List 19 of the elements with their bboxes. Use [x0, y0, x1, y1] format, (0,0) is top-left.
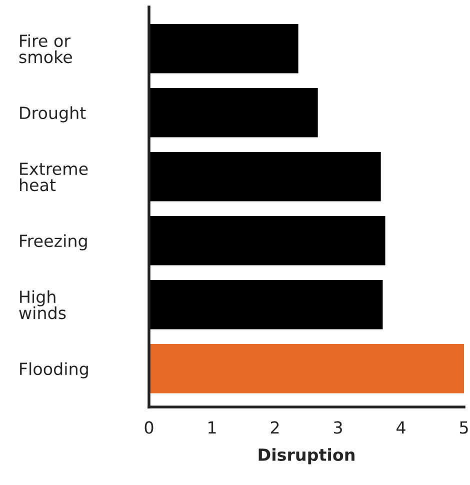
y-tick-label: Extreme heat [20, 162, 88, 192]
x-tick-label: 1 [208, 421, 216, 434]
y-tick-label: Freezing [20, 234, 87, 250]
x-tick-label: 4 [396, 421, 406, 434]
x-tick-label: 5 [460, 421, 468, 434]
bar [149, 24, 298, 74]
x-tick-label: 3 [334, 421, 342, 434]
bar [149, 280, 383, 330]
x-axis-title: Disruption [258, 448, 354, 464]
bar [149, 88, 318, 138]
y-tick-label: High winds [19, 290, 66, 320]
x-tick-label: 0 [144, 421, 154, 434]
y-tick-label: Flooding [20, 362, 88, 378]
bar [149, 344, 464, 394]
y-tick-label: Fire or smoke [19, 34, 72, 64]
bar [149, 216, 386, 266]
bar [149, 152, 381, 202]
x-tick-label: 2 [270, 421, 279, 434]
y-tick-label: Drought [20, 106, 86, 122]
